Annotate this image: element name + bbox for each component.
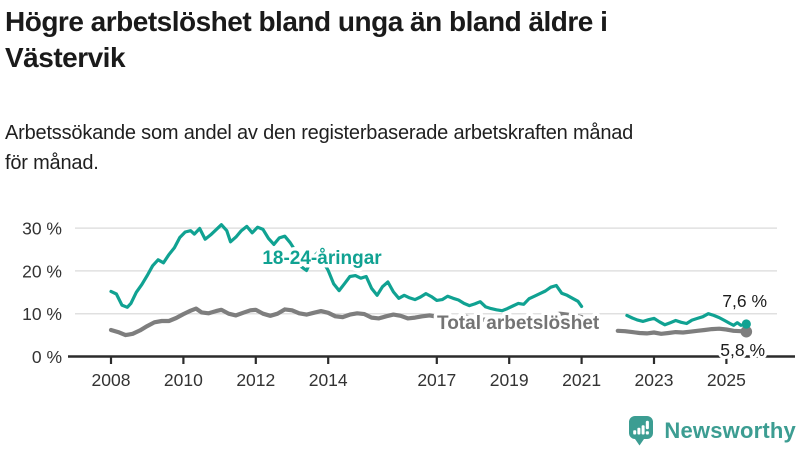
y-axis-tick-label: 20 % [22, 261, 62, 281]
subtitle-line-1: Arbetssökande som andel av den registerb… [5, 122, 634, 144]
series-end-value-label: 7,6 % [722, 291, 767, 311]
newsworthy-bubble-chart-icon [629, 416, 654, 446]
series-label: Total arbetslöshet [437, 313, 600, 334]
series-label: 18-24-åringar [262, 248, 382, 269]
chart-subtitle: Arbetssökande som andel av den registerb… [5, 118, 795, 178]
y-axis-tick-label: 10 % [22, 304, 62, 324]
x-axis-tick-label: 2010 [164, 370, 203, 390]
x-axis-tick-label: 2008 [92, 370, 131, 390]
series-end-value-label: 5,8 % [720, 340, 765, 360]
chart-header: Högre arbetslöshet bland unga än bland ä… [5, 4, 795, 178]
title-line-2: Västervik [5, 42, 126, 73]
series-end-dot [741, 319, 751, 329]
subtitle-line-2: för månad. [5, 152, 99, 174]
x-axis-tick-label: 2012 [236, 370, 275, 390]
page-title: Högre arbetslöshet bland unga än bland ä… [5, 4, 795, 76]
series-line-total-arbetsl-shet [615, 326, 749, 336]
y-axis-tick-label: 30 % [22, 219, 62, 239]
title-line-1: Högre arbetslöshet bland unga än bland ä… [5, 6, 608, 37]
x-axis-tick-label: 2014 [309, 370, 348, 390]
x-axis-tick-label: 2021 [562, 370, 601, 390]
series-line-total-arbetsl-shet [108, 306, 584, 338]
newsworthy-wordmark: Newsworthy [664, 418, 796, 443]
x-axis-tick-label: 2019 [490, 370, 529, 390]
newsworthy-logo: Newsworthy [629, 416, 796, 446]
x-axis-tick-label: 2023 [635, 370, 674, 390]
series-end-dot [740, 325, 753, 338]
series-line-18-24-ringar [109, 223, 584, 313]
x-axis-tick-label: 2025 [707, 370, 746, 390]
series-line-18-24-ringar [625, 312, 748, 327]
x-axis-tick-label: 2017 [417, 370, 456, 390]
y-axis-tick-label: 0 % [32, 347, 62, 367]
